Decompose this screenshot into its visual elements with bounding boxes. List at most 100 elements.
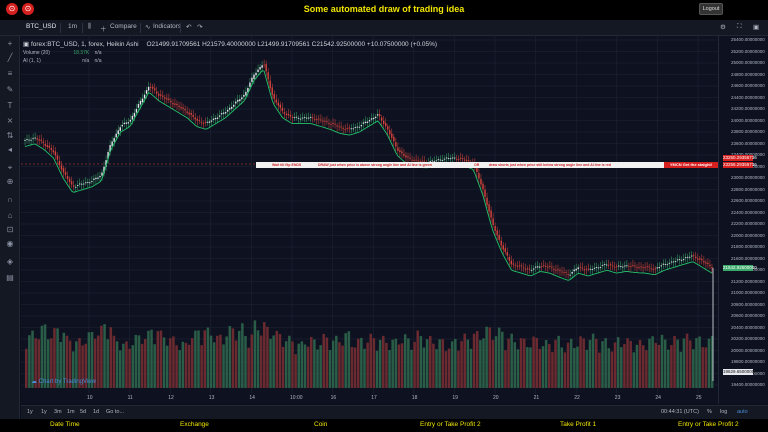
chart-pane[interactable]: ▣ forex:BTC_USD, 1, forex, Heikin Ashi O… bbox=[21, 36, 718, 404]
candle-body bbox=[312, 117, 314, 119]
range-button-5d[interactable]: 5d bbox=[80, 409, 87, 415]
volume-bar bbox=[241, 323, 244, 388]
candle-body bbox=[127, 122, 130, 124]
ai-legend[interactable]: AI (1, 1) n/a n/a bbox=[23, 58, 101, 64]
volume-bar bbox=[43, 324, 47, 388]
interval-button[interactable]: 1m bbox=[68, 23, 78, 30]
candle-body bbox=[524, 268, 527, 270]
main-series-legend[interactable]: ▣ forex:BTC_USD, 1, forex, Heikin Ashi O… bbox=[23, 40, 437, 48]
candle-body bbox=[626, 265, 628, 267]
indicators-button[interactable]: Indicators bbox=[153, 23, 182, 30]
compare-button[interactable]: Compare bbox=[110, 23, 137, 30]
candle-body bbox=[172, 103, 174, 105]
candle-body bbox=[496, 230, 498, 236]
range-button-1y[interactable]: 1y bbox=[27, 409, 33, 415]
price-chart-svg[interactable] bbox=[21, 36, 718, 394]
candle-body bbox=[417, 160, 419, 162]
candle-body bbox=[644, 267, 646, 269]
footer-entry-tp2-2[interactable]: Entry or Take Profit 2 bbox=[678, 421, 739, 428]
undo-icon[interactable]: ↶ bbox=[186, 24, 192, 31]
percent-scale-button[interactable]: % bbox=[707, 409, 712, 415]
candle-body bbox=[133, 112, 136, 117]
logout-button[interactable]: Logout bbox=[699, 3, 723, 15]
range-button-3m[interactable]: 3m bbox=[54, 409, 62, 415]
range-button-1m[interactable]: 1m bbox=[67, 409, 75, 415]
volume-bar bbox=[128, 348, 131, 388]
zoom-in-icon[interactable]: ⊕ bbox=[6, 177, 14, 186]
goto-date-button[interactable]: Go to... bbox=[106, 409, 125, 415]
eye-icon[interactable]: ◉ bbox=[6, 239, 14, 248]
volume-bar bbox=[253, 320, 257, 388]
price-tick-label: 24800.00000000 bbox=[731, 71, 765, 77]
volume-bar bbox=[422, 347, 426, 388]
annotation-text-1: Wait till flip ENDS bbox=[272, 163, 302, 167]
series-visibility-icon[interactable]: ▣ bbox=[23, 41, 30, 48]
range-button-1y-2[interactable]: 1y bbox=[41, 409, 47, 415]
magnet-icon[interactable]: ∩ bbox=[7, 195, 13, 204]
candle-body bbox=[680, 259, 683, 261]
volume-legend[interactable]: Volume (20) 18.37K n/a bbox=[23, 50, 102, 56]
volume-bar bbox=[122, 343, 125, 388]
candle-body bbox=[316, 119, 318, 120]
candle-body bbox=[99, 176, 101, 178]
utc-clock[interactable]: 00:44:31 (UTC) bbox=[661, 409, 699, 415]
candle-body bbox=[372, 117, 375, 120]
candle-body bbox=[125, 122, 128, 124]
footer-take-profit-1[interactable]: Take Profit 1 bbox=[560, 421, 597, 428]
redo-icon[interactable]: ↷ bbox=[197, 24, 203, 31]
candle-body bbox=[273, 94, 275, 99]
candle-body bbox=[674, 260, 677, 262]
footer-entry-tp2[interactable]: Entry or Take Profit 2 bbox=[420, 421, 481, 428]
footer-coin[interactable]: Coin bbox=[314, 421, 328, 428]
range-button-1d[interactable]: 1d bbox=[93, 409, 100, 415]
candle-body bbox=[255, 72, 257, 76]
candle-body bbox=[275, 99, 277, 103]
text-tool-icon[interactable]: T bbox=[7, 101, 13, 110]
volume-bar bbox=[200, 345, 203, 388]
price-axis[interactable]: 25400.00000000 25200.00000000 25000.000000… bbox=[718, 36, 768, 404]
candle-type-icon[interactable]: ⫼ bbox=[88, 23, 91, 30]
volume-bar bbox=[237, 330, 241, 388]
candle-body bbox=[611, 265, 614, 267]
snapshot-icon[interactable]: ▣ bbox=[753, 24, 760, 31]
auto-scale-button[interactable]: auto bbox=[737, 409, 748, 415]
tradingview-watermark[interactable]: ☁ Chart by TradingView bbox=[31, 378, 96, 385]
footer-date-time[interactable]: Date Time bbox=[50, 421, 80, 428]
footer-exchange[interactable]: Exchange bbox=[180, 421, 209, 428]
crosshair-icon[interactable]: + bbox=[7, 39, 13, 48]
layers-icon[interactable]: ◈ bbox=[6, 257, 14, 266]
volume-bar bbox=[100, 325, 103, 388]
candle-body bbox=[490, 210, 492, 218]
indicators-icon[interactable]: ∿ bbox=[145, 24, 151, 31]
volume-bar bbox=[369, 333, 373, 388]
volume-bar bbox=[685, 333, 689, 388]
price-tick-label: 24600.00000000 bbox=[731, 83, 765, 88]
fullscreen-icon[interactable]: ⛶ bbox=[737, 23, 742, 30]
candle-body bbox=[314, 119, 316, 120]
volume-bar bbox=[156, 331, 160, 388]
compare-icon[interactable]: ＋ bbox=[100, 26, 107, 33]
trendline-icon[interactable]: ╱ bbox=[7, 53, 13, 62]
log-scale-button[interactable]: log bbox=[720, 409, 728, 415]
volume-bar bbox=[159, 330, 163, 388]
price-tick-label: 23400.00000000 bbox=[731, 152, 765, 157]
candle-body bbox=[684, 257, 687, 259]
candle-body bbox=[85, 182, 87, 184]
candle-body bbox=[385, 123, 387, 127]
candle-body bbox=[137, 104, 140, 108]
ruler-icon[interactable]: ⌖ bbox=[7, 163, 13, 172]
symbol-search-button[interactable]: BTC_USD bbox=[26, 23, 57, 30]
time-axis[interactable]: 10 11 12 13 14 10:00 16 17 18 19 20 21 22 23 24 25 bbox=[21, 394, 718, 404]
back-arrow-icon[interactable]: ◂ bbox=[7, 145, 12, 154]
trade-idea-annotation: Wait till flip ENDS DRAW just when price… bbox=[256, 162, 664, 168]
parallel-channel-icon[interactable]: ≡ bbox=[7, 69, 13, 78]
lock-icon[interactable]: ⊡ bbox=[6, 225, 14, 234]
settings-icon[interactable]: ⚙ bbox=[720, 24, 726, 31]
lock-drawings-icon[interactable]: ⌂ bbox=[7, 211, 13, 220]
pattern-icon[interactable]: ⨯ bbox=[6, 116, 14, 125]
trash-icon[interactable]: ▤ bbox=[6, 273, 14, 282]
prediction-icon[interactable]: ⇅ bbox=[6, 131, 14, 140]
volume-bar bbox=[516, 349, 520, 388]
brush-icon[interactable]: ✎ bbox=[6, 85, 14, 94]
volume-legend-label: Volume (20) bbox=[23, 50, 50, 56]
